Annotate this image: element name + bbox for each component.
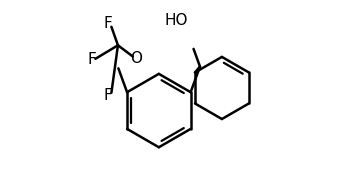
Text: O: O bbox=[130, 51, 142, 66]
Text: HO: HO bbox=[164, 13, 188, 28]
Text: F: F bbox=[104, 88, 112, 103]
Text: F: F bbox=[104, 16, 112, 32]
Text: F: F bbox=[87, 52, 96, 67]
